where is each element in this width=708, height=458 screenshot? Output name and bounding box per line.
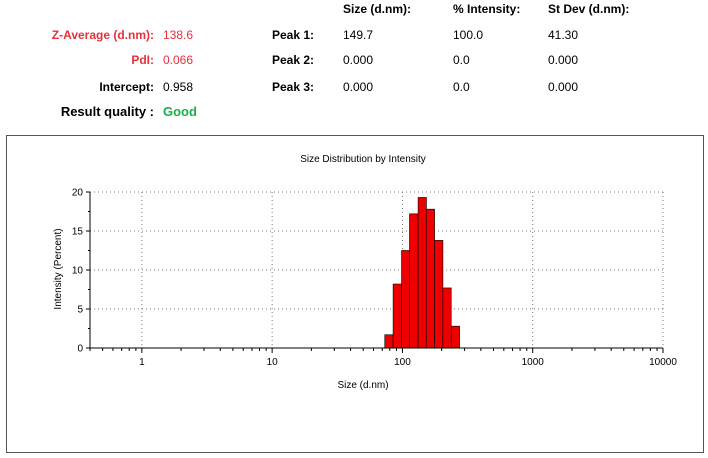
histogram-bar (384, 334, 394, 349)
y-tick-label: 5 (77, 305, 83, 316)
y-tick-label: 10 (72, 266, 84, 277)
y-axis-label: Intensity (Percent) (53, 228, 64, 309)
peak-3-stdev: 0.000 (548, 80, 579, 94)
z-average-value: 138.6 (163, 28, 194, 42)
intercept-label: Intercept: (99, 80, 154, 94)
histogram-bar (450, 325, 460, 349)
peak-1-label: Peak 1: (272, 28, 315, 42)
axes: 0 5 10 15 20 1 10 100 1000 10000 (72, 188, 677, 369)
result-quality-label: Result quality : (60, 104, 154, 119)
peak-3-label: Peak 3: (272, 80, 315, 94)
histogram-bar (434, 240, 444, 349)
grid-lines (90, 191, 664, 348)
y-tick-label: 20 (72, 188, 84, 199)
size-distribution-panel: Size Distribution by Intensity Size (d.n… (6, 135, 704, 453)
stdev-column-header: St Dev (d.nm): (548, 2, 630, 16)
x-tick-label: 10 (267, 357, 279, 368)
x-tick-label: 10000 (649, 357, 677, 368)
intercept-value: 0.958 (163, 80, 194, 94)
histogram-bar (401, 250, 411, 349)
x-tick-label: 100 (394, 357, 411, 368)
x-tick-label: 1 (139, 357, 145, 368)
peak-2-stdev: 0.000 (548, 53, 579, 67)
peak-3-intensity: 0.0 (453, 80, 470, 94)
peak-3-size: 0.000 (343, 80, 374, 94)
y-tick-label: 15 (72, 227, 84, 238)
histogram-bars (384, 197, 460, 349)
pdi-value: 0.066 (163, 53, 194, 67)
peak-1-intensity: 100.0 (453, 28, 484, 42)
size-column-header: Size (d.nm): (343, 2, 411, 16)
peak-1-size: 149.7 (343, 28, 374, 42)
histogram-bar (442, 287, 452, 349)
pdi-label: PdI: (131, 53, 154, 67)
peak-2-size: 0.000 (343, 53, 374, 67)
histogram-bar (392, 283, 402, 349)
histogram-bar (425, 208, 435, 349)
x-tick-label: 1000 (522, 357, 545, 368)
histogram-bar (417, 197, 427, 349)
size-distribution-chart: Size Distribution by Intensity Size (d.n… (53, 154, 677, 391)
y-tick-label: 0 (77, 344, 83, 355)
chart-title: Size Distribution by Intensity (300, 154, 426, 165)
peak-1-stdev: 41.30 (548, 28, 579, 42)
z-average-label: Z-Average (d.nm): (51, 28, 154, 42)
peak-2-label: Peak 2: (272, 53, 315, 67)
x-axis-label: Size (d.nm) (337, 380, 388, 391)
intensity-column-header: % Intensity: (453, 2, 521, 16)
histogram-bar (409, 213, 419, 349)
peak-2-intensity: 0.0 (453, 53, 470, 67)
result-quality-value: Good (163, 104, 197, 119)
